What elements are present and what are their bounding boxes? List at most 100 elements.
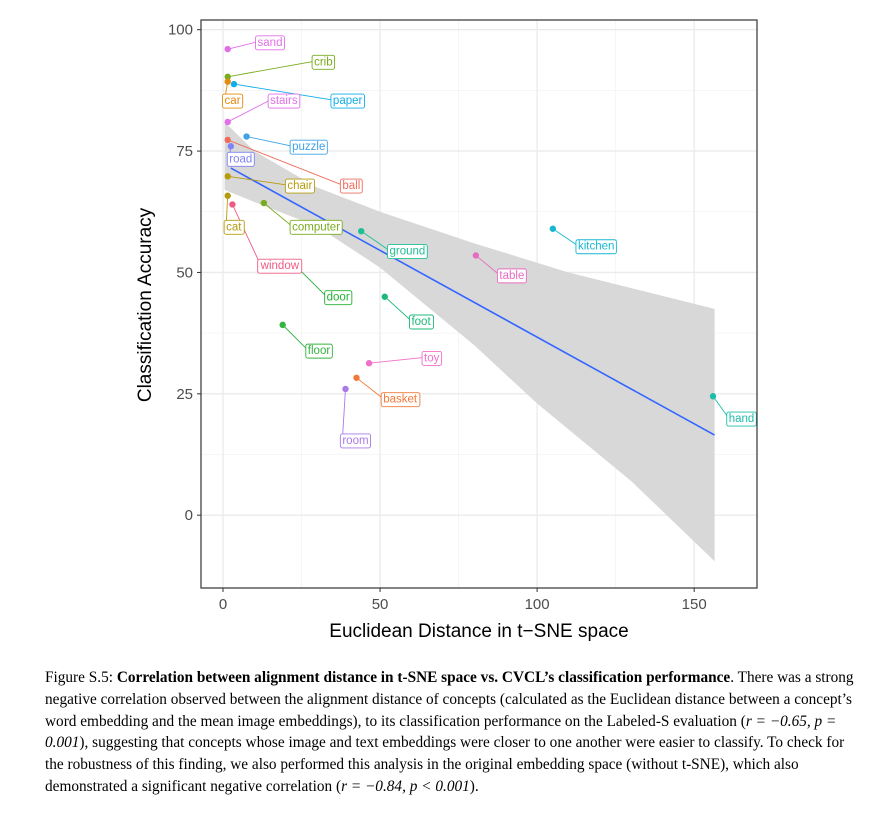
x-tick-label: 100 bbox=[525, 596, 550, 613]
point-label: crib bbox=[311, 54, 336, 70]
point-label-text: cat bbox=[226, 221, 242, 233]
x-tick-label: 150 bbox=[682, 596, 707, 613]
data-point bbox=[342, 385, 349, 393]
point-label-text: window bbox=[260, 260, 300, 272]
leader-line bbox=[232, 204, 262, 266]
leader-line bbox=[227, 139, 343, 186]
leader-line bbox=[712, 395, 730, 419]
leader-line bbox=[227, 99, 271, 123]
point-label: sand bbox=[255, 35, 285, 51]
data-point bbox=[224, 78, 231, 85]
point-label-text: car bbox=[225, 95, 241, 107]
y-axis-title: Classification Accuracy bbox=[135, 207, 156, 402]
point-label-text: room bbox=[342, 435, 368, 447]
caption-body-3: ). bbox=[469, 777, 479, 795]
point-label-box bbox=[330, 93, 365, 109]
data-point bbox=[549, 225, 557, 232]
data-points bbox=[224, 45, 717, 400]
leader-line bbox=[227, 60, 315, 78]
caption-title: Correlation between alignment distance i… bbox=[116, 669, 731, 686]
point-label-box bbox=[223, 219, 245, 235]
point-label-text: paper bbox=[333, 95, 363, 107]
leader-line bbox=[369, 356, 425, 364]
data-point bbox=[227, 143, 235, 150]
point-label: road bbox=[226, 151, 255, 167]
point-label-box bbox=[255, 35, 285, 51]
panel-border bbox=[200, 19, 758, 589]
point-label-box bbox=[226, 151, 255, 167]
data-point bbox=[358, 227, 365, 235]
data-point bbox=[224, 118, 231, 126]
caption-title-end: . bbox=[730, 669, 735, 686]
leader-line bbox=[384, 296, 412, 322]
point-label-box bbox=[575, 239, 617, 255]
point-label-text: door bbox=[327, 292, 350, 304]
point-label-text: hand bbox=[729, 413, 755, 425]
axes: 0 50 100 150 0 25 50 75 100 bbox=[168, 19, 758, 613]
point-label-box bbox=[409, 314, 434, 330]
point-label: computer bbox=[289, 219, 343, 235]
leader-line bbox=[282, 324, 309, 351]
point-label: floor bbox=[305, 343, 333, 359]
point-label-box bbox=[257, 258, 303, 274]
point-label-text: sand bbox=[258, 37, 283, 49]
data-point bbox=[230, 80, 238, 88]
point-label-box bbox=[387, 244, 428, 260]
point-labels: sand crib car paper stairs puzzle ball road chai… bbox=[222, 35, 757, 449]
y-tick-label: 0 bbox=[185, 507, 193, 524]
point-label: chair bbox=[284, 178, 315, 194]
point-label-text: ball bbox=[342, 180, 360, 192]
point-label-text: crib bbox=[314, 56, 333, 68]
leader-line bbox=[263, 202, 293, 227]
figure-caption: Figure S.5: Correlation between alignmen… bbox=[45, 667, 857, 798]
point-label-text: floor bbox=[308, 345, 331, 357]
point-label-text: kitchen bbox=[578, 241, 614, 253]
point-label-text: basket bbox=[383, 394, 418, 406]
data-point bbox=[381, 293, 388, 300]
figure-label: Figure S.5: bbox=[45, 669, 113, 686]
point-label: table bbox=[496, 268, 527, 284]
data-point bbox=[224, 45, 231, 53]
point-label-text: puzzle bbox=[292, 141, 325, 153]
caption-body-2: ), suggesting that concepts whose image … bbox=[45, 734, 845, 795]
y-tick-label: 100 bbox=[168, 22, 193, 39]
data-point bbox=[709, 393, 717, 400]
data-point bbox=[224, 192, 231, 199]
data-point bbox=[243, 133, 250, 140]
point-label: room bbox=[339, 433, 372, 449]
point-label-text: chair bbox=[287, 180, 312, 192]
point-label-box bbox=[496, 268, 527, 284]
point-label-text: computer bbox=[292, 221, 340, 233]
data-point bbox=[279, 321, 286, 329]
point-label-text: toy bbox=[424, 352, 440, 364]
point-label-text: ground bbox=[389, 246, 425, 258]
data-point bbox=[224, 173, 231, 180]
point-label-text: table bbox=[499, 270, 524, 282]
leader-line bbox=[341, 388, 346, 440]
point-label-box bbox=[284, 178, 315, 194]
point-label-box bbox=[222, 93, 244, 109]
point-label-box bbox=[267, 93, 301, 109]
leader-line bbox=[356, 377, 384, 400]
point-label: puzzle bbox=[289, 139, 328, 155]
point-label: kitchen bbox=[575, 239, 617, 255]
data-point bbox=[224, 73, 231, 81]
label-leaders bbox=[224, 41, 730, 440]
point-label: window bbox=[257, 258, 303, 274]
data-point bbox=[472, 252, 480, 259]
x-tick-label: 0 bbox=[219, 596, 227, 613]
point-label-box bbox=[421, 350, 443, 366]
point-label-box bbox=[305, 343, 333, 359]
leader-line bbox=[360, 230, 390, 251]
caption-stat-1: r = −0.65, p = 0.001 bbox=[45, 712, 837, 752]
point-label: stairs bbox=[267, 93, 301, 109]
leader-line bbox=[552, 228, 579, 247]
x-tick-label: 50 bbox=[372, 596, 389, 613]
data-point bbox=[365, 360, 373, 367]
point-label-box bbox=[726, 411, 757, 427]
x-axis-title: Euclidean Distance in t−SNE space bbox=[329, 621, 628, 642]
point-label-box bbox=[289, 139, 328, 155]
point-label: ball bbox=[339, 178, 363, 194]
leader-line bbox=[246, 136, 293, 147]
data-point bbox=[224, 136, 231, 144]
